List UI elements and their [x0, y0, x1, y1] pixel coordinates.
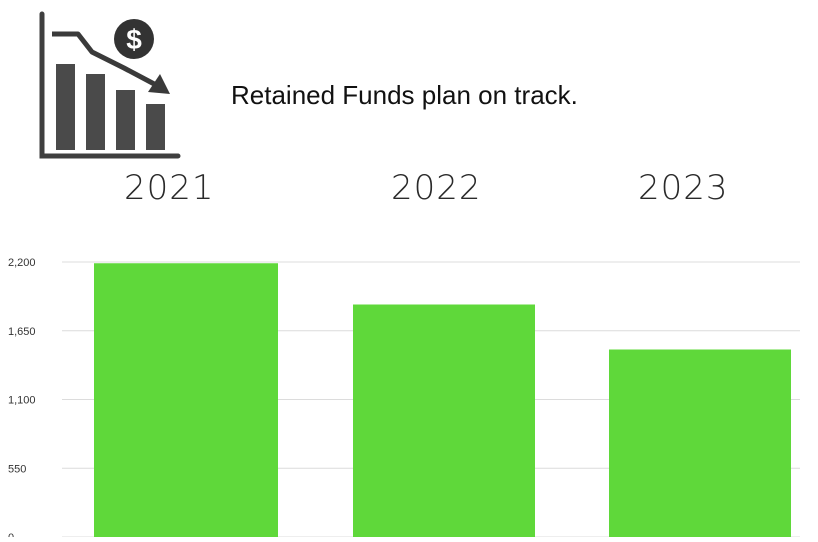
declining-chart-logo: $ [20, 8, 190, 168]
y-tick-label: 550 [8, 463, 26, 475]
bar-2022 [353, 304, 535, 537]
dollar-symbol: $ [126, 24, 142, 55]
year-label-2023: 2023 [638, 168, 729, 208]
logo-bar-4 [146, 104, 165, 150]
y-tick-label: 1,650 [8, 326, 36, 338]
bar-2021 [94, 263, 278, 537]
y-tick-label: 0 [8, 532, 14, 537]
chart-plot: 0 550 1,100 1,650 2,200 [8, 257, 800, 542]
logo-arrow-head [148, 74, 170, 94]
declining-revenue-chart-icon: $ [39, 11, 181, 159]
dollar-coin-icon [114, 19, 154, 59]
logo-bar-1 [56, 64, 75, 150]
bar-2023 [609, 349, 791, 537]
logo-axes [39, 11, 181, 159]
logo-trend-line [52, 31, 160, 89]
y-tick-label: 2,200 [8, 257, 36, 269]
headline: Retained Funds plan on track. [231, 80, 578, 110]
funds-bar-chart: 0 550 1,100 1,650 2,200 [0, 230, 818, 542]
y-tick-label: 1,100 [8, 395, 36, 407]
logo-bar-3 [116, 90, 135, 150]
logo-bar-2 [86, 74, 105, 150]
year-label-2022: 2022 [391, 168, 482, 208]
year-label-2021: 2021 [124, 168, 215, 208]
